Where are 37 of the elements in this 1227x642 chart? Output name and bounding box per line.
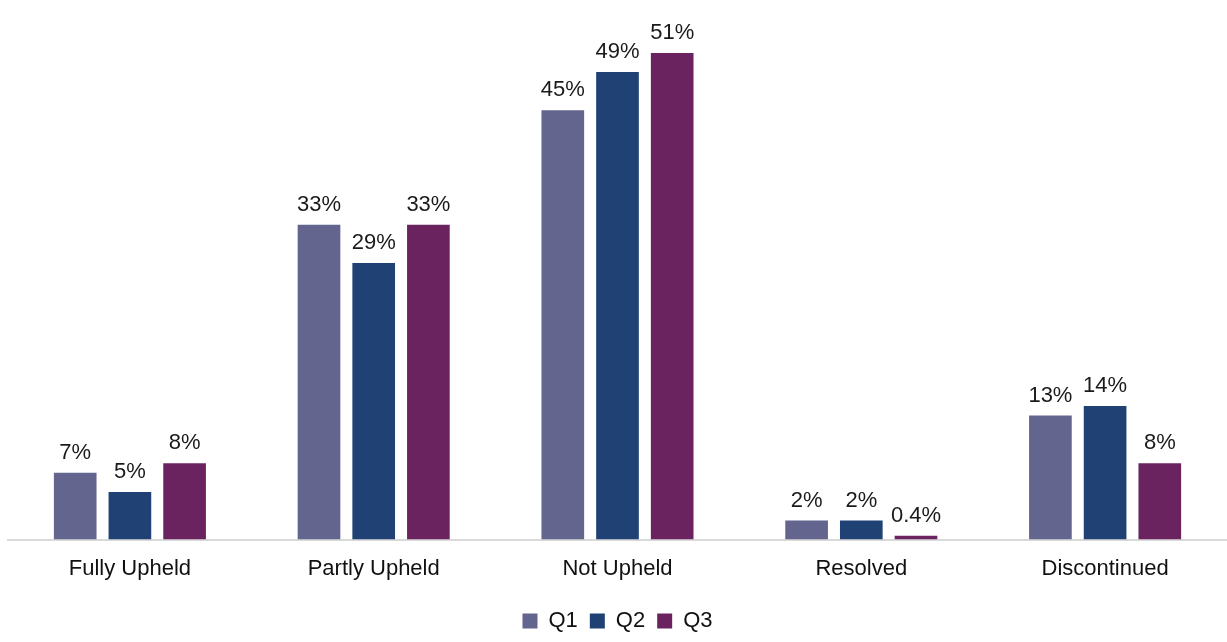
bar: [596, 72, 639, 540]
legend-label: Q3: [683, 607, 713, 633]
data-label: 7%: [59, 438, 92, 464]
legend-label: Q2: [615, 607, 646, 633]
data-label: 2%: [790, 486, 823, 512]
data-label: 29%: [351, 228, 396, 254]
data-label: 45%: [540, 76, 585, 102]
x-tick-label: Partly Upheld: [307, 554, 440, 580]
data-label: 51%: [650, 19, 695, 45]
bar: [650, 53, 694, 540]
data-label: 49%: [595, 38, 640, 64]
data-label: 33%: [406, 190, 451, 216]
data-label: 2%: [845, 486, 878, 512]
x-tick-label: Resolved: [815, 554, 908, 580]
data-label: 8%: [1143, 429, 1176, 455]
bar: [839, 520, 883, 540]
bar: [407, 224, 450, 540]
data-label: 33%: [296, 190, 342, 216]
bar: [108, 491, 152, 540]
x-tick-label: Discontinued: [1041, 554, 1169, 580]
bar: [1029, 415, 1072, 540]
bar: [541, 110, 585, 540]
x-tick-label: Not Upheld: [562, 554, 673, 580]
data-label: 8%: [168, 429, 201, 455]
data-label: 0.4%: [890, 501, 942, 527]
bar: [1083, 406, 1127, 540]
bar: [53, 472, 97, 540]
data-label: 5%: [114, 457, 146, 483]
data-label: 13%: [1028, 381, 1073, 407]
bar: [352, 262, 396, 540]
bar: [785, 520, 828, 540]
bar: [163, 463, 206, 540]
data-label: 14%: [1083, 372, 1128, 398]
legend-label: Q1: [548, 607, 578, 633]
bar: [297, 224, 341, 540]
bar: [1138, 463, 1182, 540]
x-tick-label: Fully Upheld: [68, 554, 192, 580]
